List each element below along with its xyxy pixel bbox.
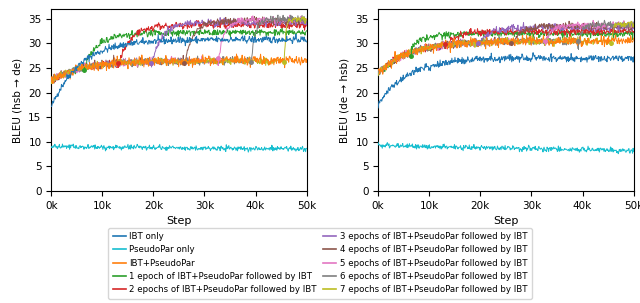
Y-axis label: BLEU (hsb → de): BLEU (hsb → de) bbox=[13, 58, 22, 142]
X-axis label: Step: Step bbox=[493, 216, 518, 226]
X-axis label: Step: Step bbox=[166, 216, 191, 226]
Y-axis label: BLEU (de → hsb): BLEU (de → hsb) bbox=[340, 58, 349, 142]
Legend: IBT only, PseudoPar only, IBT+PseudoPar, 1 epoch of IBT+PseudoPar followed by IB: IBT only, PseudoPar only, IBT+PseudoPar,… bbox=[108, 228, 532, 299]
